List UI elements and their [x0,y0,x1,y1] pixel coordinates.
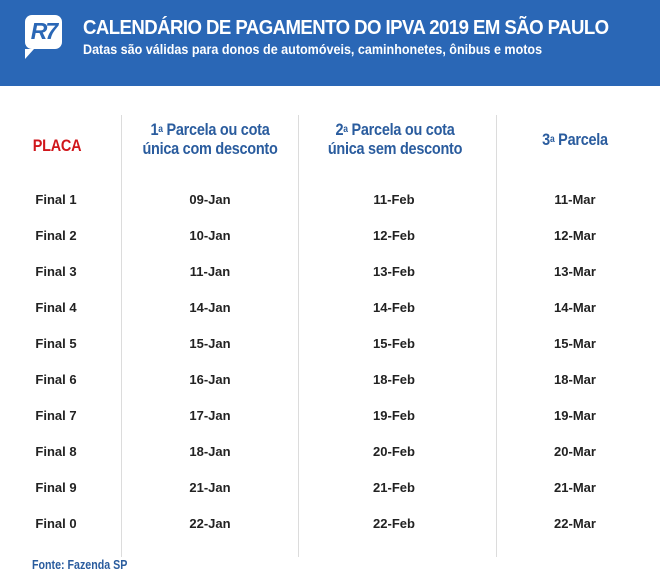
row-parcela-2: 18-Feb [373,372,415,387]
row-parcela-1: 16-Jan [189,372,231,387]
row-parcela-2: 12-Feb [373,228,415,243]
row-parcela-2: 15-Feb [373,336,415,351]
row-parcela-3: 14-Mar [554,300,596,315]
row-parcela-2: 22-Feb [373,516,415,531]
column-divider [496,115,497,557]
row-parcela-3: 20-Mar [554,444,596,459]
row-parcela-2: 14-Feb [373,300,415,315]
header-parcela-1: 1a Parcela ou cota única com desconto [142,120,278,158]
row-placa: Final 1 [35,192,77,207]
row-parcela-2: 13-Feb [373,264,415,279]
column-divider [298,115,299,557]
row-parcela-3: 21-Mar [554,480,596,495]
row-parcela-1: 11-Jan [189,264,231,279]
row-parcela-1: 15-Jan [189,336,231,351]
row-parcela-2: 21-Feb [373,480,415,495]
row-placa: Final 3 [35,264,77,279]
row-parcela-2: 19-Feb [373,408,415,423]
row-parcela-3: 19-Mar [554,408,596,423]
row-parcela-1: 22-Jan [189,516,231,531]
row-parcela-3: 18-Mar [554,372,596,387]
page-title: CALENDÁRIO DE PAGAMENTO DO IPVA 2019 EM … [83,17,609,39]
row-placa: Final 6 [35,372,77,387]
row-parcela-1: 10-Jan [189,228,231,243]
row-placa: Final 8 [35,444,77,459]
row-placa: Final 0 [35,516,77,531]
row-placa: Final 5 [35,336,77,351]
row-parcela-2: 11-Feb [373,192,415,207]
row-parcela-2: 20-Feb [373,444,415,459]
header-parcela-3: 3a Parcela [542,130,608,149]
row-parcela-3: 12-Mar [554,228,596,243]
row-placa: Final 4 [35,300,77,315]
header-parcela-2: 2a Parcela ou cota única sem desconto [327,120,463,158]
source-note: Fonte: Fazenda SP [32,557,128,572]
row-parcela-3: 15-Mar [554,336,596,351]
row-parcela-1: 17-Jan [189,408,231,423]
row-placa: Final 2 [35,228,77,243]
row-parcela-3: 13-Mar [554,264,596,279]
header-banner: R7 CALENDÁRIO DE PAGAMENTO DO IPVA 2019 … [0,0,660,86]
column-divider [121,115,122,557]
row-parcela-1: 09-Jan [189,192,231,207]
row-parcela-3: 22-Mar [554,516,596,531]
row-parcela-3: 11-Mar [554,192,596,207]
row-placa: Final 7 [35,408,77,423]
row-parcela-1: 14-Jan [189,300,231,315]
row-placa: Final 9 [35,480,77,495]
row-parcela-1: 18-Jan [189,444,231,459]
r7-logo: R7 [25,15,62,59]
header-placa: PLACA [32,136,82,155]
row-parcela-1: 21-Jan [189,480,231,495]
page-subtitle: Datas são válidas para donos de automóve… [83,42,543,57]
